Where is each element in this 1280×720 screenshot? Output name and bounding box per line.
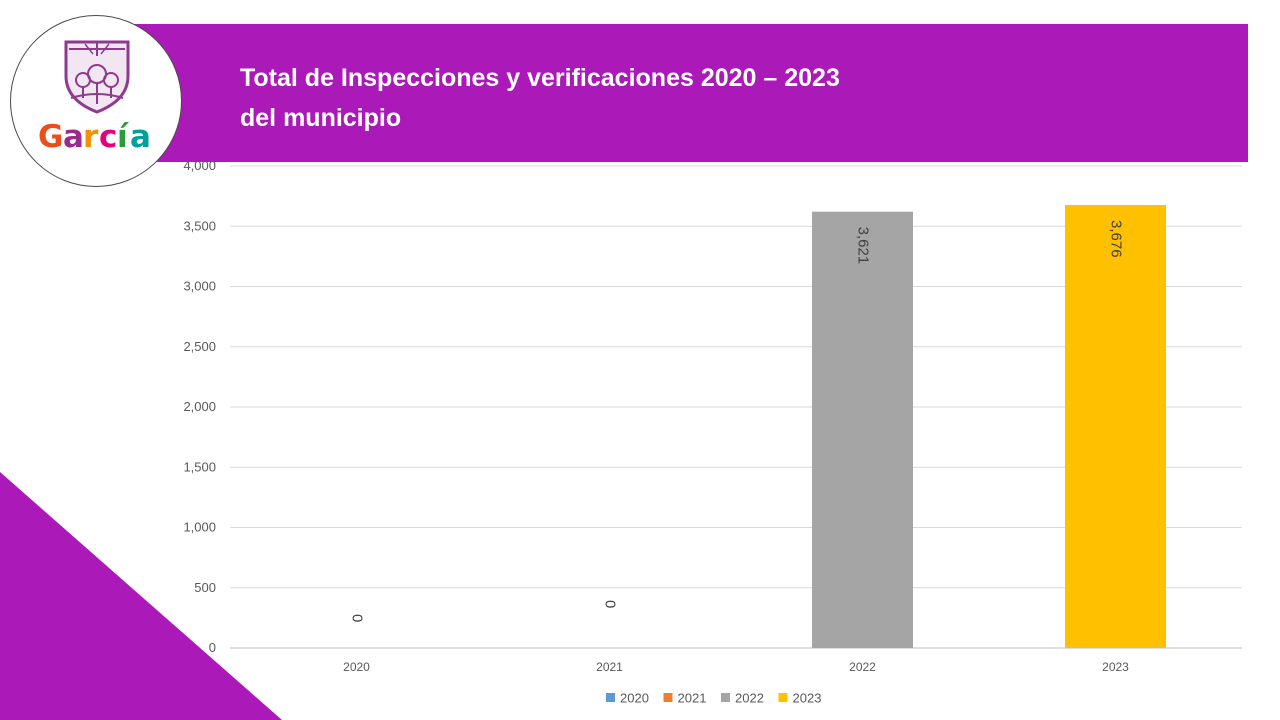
shield-emblem-icon: G a r c í a bbox=[38, 40, 151, 155]
legend-label: 2020 bbox=[620, 691, 649, 706]
y-tick-label: 1,000 bbox=[183, 520, 216, 535]
svg-text:a: a bbox=[130, 119, 151, 155]
legend-label: 2023 bbox=[793, 691, 822, 706]
bar bbox=[1065, 205, 1166, 649]
y-tick-label: 1,500 bbox=[183, 459, 216, 474]
x-tick-label: 2021 bbox=[596, 660, 623, 674]
legend-swatch bbox=[778, 693, 788, 702]
y-tick-label: 3,000 bbox=[183, 279, 216, 294]
x-tick-label: 2022 bbox=[849, 660, 876, 674]
page-title-line-1: Total de Inspecciones y verificaciones 2… bbox=[240, 64, 840, 92]
data-label: 0 bbox=[602, 600, 619, 608]
x-axis-ticks: 2020 2021 2022 2023 bbox=[343, 660, 1129, 674]
legend-swatch bbox=[721, 693, 730, 702]
data-label: 3,676 bbox=[1108, 220, 1125, 258]
logo-text: G a r c í a bbox=[38, 119, 151, 155]
chart-bars bbox=[812, 205, 1166, 649]
svg-text:r: r bbox=[83, 119, 99, 155]
y-tick-label: 0 bbox=[209, 640, 216, 655]
y-tick-label: 3,500 bbox=[183, 218, 216, 233]
x-tick-label: 2023 bbox=[1102, 660, 1129, 674]
svg-text:í: í bbox=[117, 119, 129, 155]
svg-text:a: a bbox=[63, 119, 84, 155]
legend-label: 2021 bbox=[678, 691, 707, 706]
page-title-line-2: del municipio bbox=[240, 104, 402, 132]
y-tick-label: 2,500 bbox=[183, 339, 216, 354]
x-tick-label: 2020 bbox=[343, 660, 370, 674]
svg-text:c: c bbox=[99, 119, 117, 155]
bar bbox=[812, 211, 913, 648]
data-label: 0 bbox=[349, 614, 366, 622]
data-label: 3,621 bbox=[855, 227, 872, 265]
y-tick-label: 500 bbox=[194, 580, 216, 595]
data-labels: 0 0 3,621 3,676 bbox=[349, 220, 1125, 622]
page-title: Total de Inspecciones y verificaciones 2… bbox=[240, 58, 840, 138]
legend-label: 2022 bbox=[735, 691, 764, 706]
title-banner: Total de Inspecciones y verificaciones 2… bbox=[128, 24, 1248, 162]
legend-swatch bbox=[606, 693, 615, 702]
logo-badge: G a r c í a bbox=[10, 15, 182, 187]
chart-legend: 2020 2021 2022 2023 bbox=[606, 691, 821, 706]
legend-swatch bbox=[663, 693, 673, 702]
svg-text:G: G bbox=[38, 119, 63, 155]
y-tick-label: 2,000 bbox=[183, 399, 216, 414]
y-tick-label: 4,000 bbox=[183, 158, 216, 173]
y-axis-ticks: 0 500 1,000 1,500 2,000 2,500 3,000 3,500 4,000 bbox=[183, 158, 216, 655]
